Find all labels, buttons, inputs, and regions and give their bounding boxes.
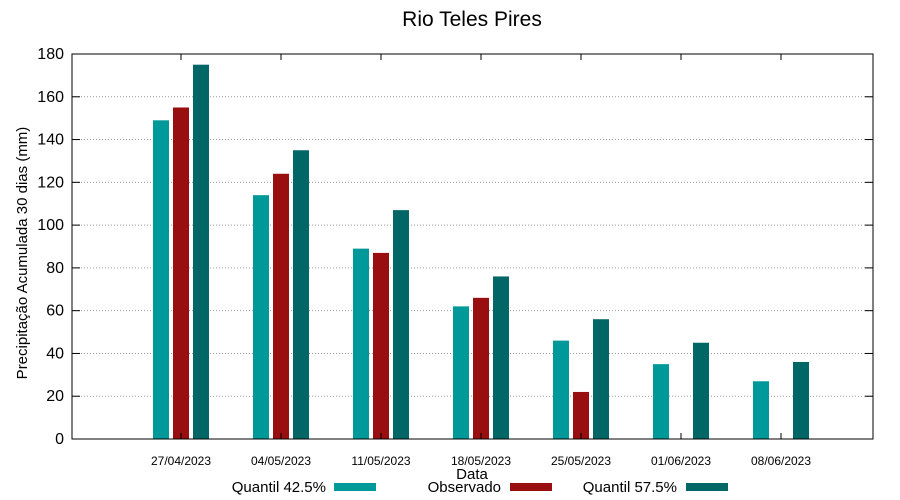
bar [193, 64, 209, 439]
bar [373, 252, 389, 439]
bar [793, 362, 809, 439]
x-tick-label: 18/05/2023 [451, 454, 511, 468]
bar [393, 210, 409, 439]
legend-label: Observado [428, 479, 501, 496]
x-tick-label: 27/04/2023 [151, 454, 211, 468]
y-tick-label: 160 [37, 89, 64, 106]
bar [553, 340, 569, 439]
bar [353, 248, 369, 439]
grid-lines [72, 96, 873, 397]
y-tick-label: 180 [37, 46, 64, 63]
bar [253, 195, 269, 439]
x-tick-label: 04/05/2023 [251, 454, 311, 468]
bar [273, 173, 289, 439]
y-tick-label: 60 [46, 303, 64, 320]
y-tick-label: 100 [37, 217, 64, 234]
x-tick-label: 08/06/2023 [751, 454, 811, 468]
legend-swatch [686, 483, 728, 491]
bar [153, 120, 169, 440]
bar [493, 276, 509, 439]
y-tick-label: 140 [37, 132, 64, 149]
y-tick-label: 0 [55, 431, 64, 448]
legend: Quantil 42.5% Observado Quantil 57.5% [232, 479, 728, 496]
bar [453, 306, 469, 439]
chart-title: Rio Teles Pires [402, 8, 542, 31]
bar [693, 342, 709, 439]
legend-label: Quantil 42.5% [232, 479, 326, 496]
bar [293, 150, 309, 439]
y-axis: 0 20 40 60 80 100 120 140 160 180 [37, 46, 873, 448]
y-axis-label: Precipitação Acumulada 30 dias (mm) [14, 127, 31, 380]
legend-swatch [334, 483, 376, 491]
y-tick-label: 120 [37, 174, 64, 191]
bar [753, 381, 769, 439]
plot-frame [71, 53, 874, 440]
bar [573, 391, 589, 439]
bars [153, 64, 809, 440]
x-axis: 27/04/2023 04/05/2023 11/05/2023 18/05/2023… [151, 54, 811, 468]
y-tick-label: 80 [46, 260, 64, 277]
y-tick-label: 40 [46, 345, 64, 362]
y-tick-label: 20 [46, 388, 64, 405]
x-axis-label: Data [456, 466, 488, 483]
x-tick-label: 01/06/2023 [651, 454, 711, 468]
x-tick-label: 11/05/2023 [351, 454, 410, 468]
bar [473, 297, 489, 439]
bar [173, 107, 189, 439]
legend-swatch [510, 483, 552, 491]
x-tick-label: 25/05/2023 [551, 454, 611, 468]
legend-label: Quantil 57.5% [583, 479, 677, 496]
bar [653, 364, 669, 439]
bar [593, 319, 609, 439]
